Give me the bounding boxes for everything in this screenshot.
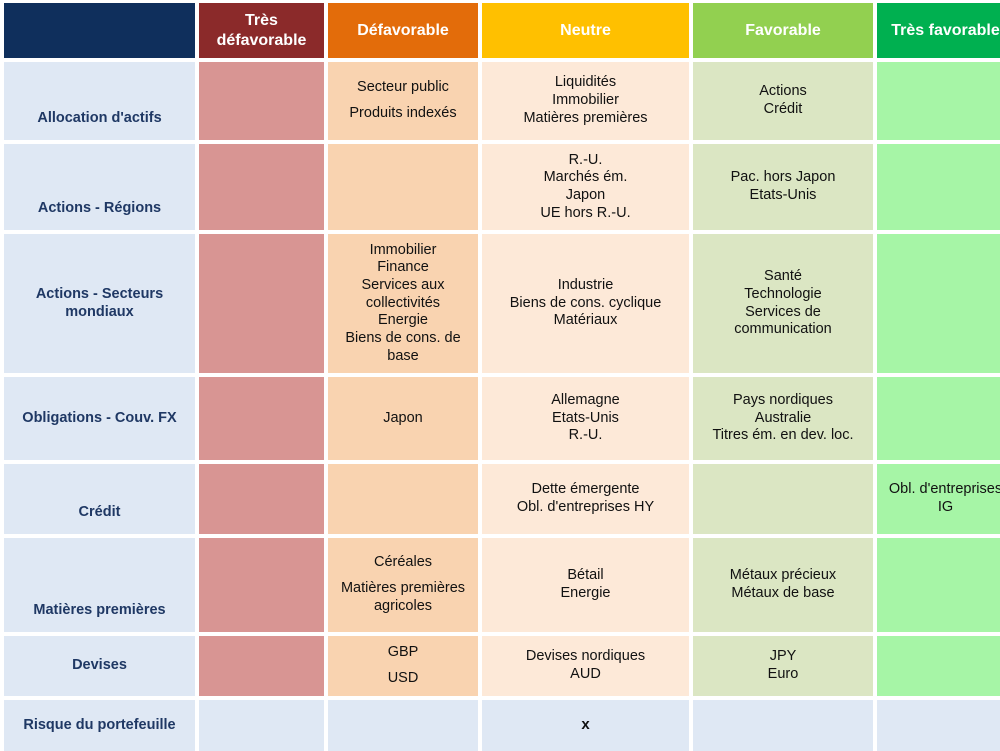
cell-matieres-tres-defavorable bbox=[199, 538, 324, 632]
cell-regions-tres-defavorable bbox=[199, 144, 324, 230]
cell-item: Allemagne bbox=[551, 391, 620, 408]
cell-credit-tres-defavorable bbox=[199, 464, 324, 534]
cell-regions-neutre: R.-U. Marchés ém. Japon UE hors R.-U. bbox=[482, 144, 689, 230]
cell-item: Dette émergente bbox=[531, 481, 640, 498]
cell-regions-tres-favorable bbox=[877, 144, 1000, 230]
cell-item: Pac. hors Japon bbox=[730, 169, 836, 186]
cell-item: Energie bbox=[378, 312, 428, 329]
cell-matieres-defavorable: Céréales Matières premières agricoles bbox=[328, 538, 478, 632]
cell-item: AUD bbox=[570, 666, 601, 682]
cell-secteurs-neutre: Industrie Biens de cons. cyclique Matéri… bbox=[482, 234, 689, 373]
row-label-matieres-premieres: Matières premières bbox=[4, 538, 195, 632]
cell-item: Etats-Unis bbox=[552, 409, 619, 426]
cell-item: Australie bbox=[754, 409, 812, 426]
cell-item: R.-U. bbox=[568, 151, 603, 168]
cell-item: Obl. d'entreprises IG bbox=[888, 481, 1000, 515]
cell-item: Produits indexés bbox=[349, 105, 457, 121]
cell-item: Métaux précieux bbox=[729, 567, 837, 584]
cell-item: Actions bbox=[759, 83, 807, 100]
cell-item: R.-U. bbox=[568, 427, 603, 444]
cell-regions-favorable: Pac. hors Japon Etats-Unis bbox=[693, 144, 873, 230]
cell-credit-defavorable bbox=[328, 464, 478, 534]
cell-allocation-neutre: Liquidités Immobilier Matières premières bbox=[482, 62, 689, 140]
cell-item: Secteur public bbox=[357, 79, 449, 96]
header-corner bbox=[4, 3, 195, 58]
cell-item: Finance bbox=[377, 259, 429, 276]
header-neutre: Neutre bbox=[482, 3, 689, 58]
header-favorable: Favorable bbox=[693, 3, 873, 58]
cell-obligations-defavorable: Japon bbox=[328, 377, 478, 460]
cell-item: Matières premières bbox=[523, 109, 648, 126]
cell-item: UE hors R.-U. bbox=[540, 204, 631, 221]
cell-secteurs-tres-favorable bbox=[877, 234, 1000, 373]
cell-item: Technologie bbox=[744, 285, 822, 302]
cell-item: Marchés ém. bbox=[543, 169, 628, 186]
cell-item: Santé bbox=[764, 268, 802, 285]
cell-allocation-defavorable: Secteur public Produits indexés bbox=[328, 62, 478, 140]
header-tres-favorable: Très favorable bbox=[877, 3, 1000, 58]
cell-secteurs-defavorable: Immobilier Finance Services aux collecti… bbox=[328, 234, 478, 373]
cell-item: Energie bbox=[560, 585, 611, 601]
cell-item: GBP bbox=[387, 644, 419, 661]
positioning-matrix: Très défavorable Défavorable Neutre Favo… bbox=[4, 3, 1000, 751]
cell-regions-defavorable bbox=[328, 144, 478, 230]
cell-devises-tres-favorable bbox=[877, 636, 1000, 696]
cell-secteurs-favorable: Santé Technologie Services de communicat… bbox=[693, 234, 873, 373]
cell-item: Matériaux bbox=[553, 312, 618, 329]
cell-credit-favorable bbox=[693, 464, 873, 534]
cell-item: Céréales bbox=[373, 554, 433, 571]
cell-devises-defavorable: GBP USD bbox=[328, 636, 478, 696]
cell-item: Japon bbox=[383, 409, 423, 426]
cell-item: Liquidités bbox=[554, 74, 617, 91]
cell-secteurs-tres-defavorable bbox=[199, 234, 324, 373]
cell-item: JPY bbox=[769, 648, 797, 665]
cell-item: Obl. d'entreprises HY bbox=[516, 499, 655, 515]
cell-matieres-neutre: Bétail Energie bbox=[482, 538, 689, 632]
cell-obligations-tres-favorable bbox=[877, 377, 1000, 460]
cell-item: Matières premières agricoles bbox=[340, 580, 466, 614]
risk-marker: x bbox=[581, 716, 590, 734]
cell-credit-neutre: Dette émergente Obl. d'entreprises HY bbox=[482, 464, 689, 534]
row-label-actions-secteurs: Actions - Secteurs mondiaux bbox=[4, 234, 195, 373]
cell-item: Titres ém. en dev. loc. bbox=[712, 427, 854, 444]
cell-item: Biens de cons. de base bbox=[345, 330, 461, 364]
cell-devises-favorable: JPY Euro bbox=[693, 636, 873, 696]
row-label-obligations: Obligations - Couv. FX bbox=[4, 377, 195, 460]
header-defavorable: Défavorable bbox=[328, 3, 478, 58]
cell-item: Etats-Unis bbox=[749, 187, 817, 203]
cell-item: Devises nordiques bbox=[525, 648, 646, 665]
cell-obligations-favorable: Pays nordiques Australie Titres ém. en d… bbox=[693, 377, 873, 460]
cell-item: Euro bbox=[767, 666, 799, 682]
cell-matieres-tres-favorable bbox=[877, 538, 1000, 632]
cell-item: Japon bbox=[565, 187, 606, 203]
cell-matieres-favorable: Métaux précieux Métaux de base bbox=[693, 538, 873, 632]
cell-item: Services de communication bbox=[734, 303, 832, 338]
cell-item: Immobilier bbox=[369, 241, 437, 258]
cell-allocation-favorable: Actions Crédit bbox=[693, 62, 873, 140]
row-label-actions-regions: Actions - Régions bbox=[4, 144, 195, 230]
cell-item: Services aux collectivités bbox=[361, 276, 445, 311]
header-tres-defavorable: Très défavorable bbox=[199, 3, 324, 58]
cell-item: Pays nordiques bbox=[733, 391, 833, 408]
cell-devises-tres-defavorable bbox=[199, 636, 324, 696]
cell-obligations-tres-defavorable bbox=[199, 377, 324, 460]
row-label-devises: Devises bbox=[4, 636, 195, 696]
cell-obligations-neutre: Allemagne Etats-Unis R.-U. bbox=[482, 377, 689, 460]
row-label-allocation: Allocation d'actifs bbox=[4, 62, 195, 140]
cell-item: Crédit bbox=[763, 101, 803, 117]
cell-item: Industrie bbox=[557, 276, 614, 293]
cell-item: Biens de cons. cyclique bbox=[509, 294, 662, 311]
cell-credit-tres-favorable: Obl. d'entreprises IG bbox=[877, 464, 1000, 534]
cell-item: Bétail bbox=[567, 567, 604, 584]
cell-item: Immobilier bbox=[552, 92, 619, 109]
cell-allocation-tres-defavorable bbox=[199, 62, 324, 140]
cell-item: USD bbox=[387, 670, 419, 686]
cell-item: Métaux de base bbox=[731, 585, 835, 601]
cell-devises-neutre: Devises nordiques AUD bbox=[482, 636, 689, 696]
row-label-credit: Crédit bbox=[4, 464, 195, 534]
cell-allocation-tres-favorable bbox=[877, 62, 1000, 140]
